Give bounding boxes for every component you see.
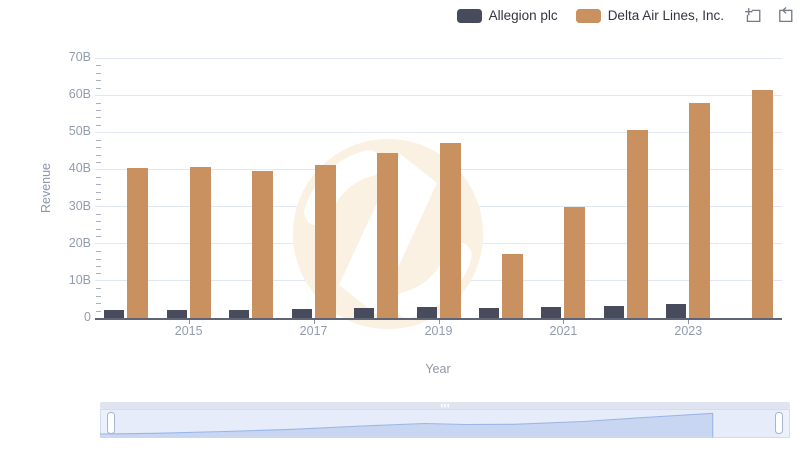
x-tick bbox=[313, 319, 315, 324]
delta-bar-2014[interactable] bbox=[127, 167, 149, 318]
datazoom-navigator[interactable] bbox=[99, 402, 790, 438]
y-minor-tick bbox=[96, 176, 101, 178]
y-minor-tick bbox=[96, 258, 101, 260]
navigator-selected-range[interactable] bbox=[110, 410, 780, 437]
x-axis-title: Year bbox=[425, 362, 451, 376]
x-tick-label: 2023 bbox=[674, 324, 703, 338]
navigator-grip-icon bbox=[441, 403, 449, 408]
allegion-bar-2023[interactable] bbox=[666, 304, 687, 318]
delta-bar-2024[interactable] bbox=[751, 89, 773, 318]
y-minor-tick bbox=[96, 288, 101, 290]
navigator-data-shadow-area bbox=[100, 413, 713, 438]
y-minor-tick bbox=[96, 191, 101, 193]
y-minor-tick bbox=[96, 221, 101, 223]
legend-item-delta[interactable]: Delta Air Lines, Inc. bbox=[575, 8, 724, 23]
delta-bar-2022[interactable] bbox=[626, 130, 648, 318]
allegion-bar-2018[interactable] bbox=[354, 307, 375, 318]
legend-label: Delta Air Lines, Inc. bbox=[607, 8, 724, 23]
y-minor-tick bbox=[96, 228, 101, 230]
y-minor-tick bbox=[96, 87, 101, 89]
toolbox bbox=[744, 6, 795, 25]
y-tick-label: 30B bbox=[68, 198, 91, 213]
box-zoom-icon[interactable] bbox=[744, 6, 763, 25]
x-tick bbox=[688, 319, 690, 324]
x-tick bbox=[188, 319, 190, 324]
y-minor-tick bbox=[96, 303, 101, 305]
y-minor-tick bbox=[96, 154, 101, 156]
navigator-left-handle[interactable] bbox=[107, 412, 115, 434]
y-gridline bbox=[95, 94, 782, 96]
y-minor-tick bbox=[96, 147, 101, 149]
y-minor-tick bbox=[96, 184, 101, 186]
y-minor-tick bbox=[96, 124, 101, 126]
x-tick-label: 2019 bbox=[424, 324, 453, 338]
x-tick bbox=[438, 319, 440, 324]
y-minor-tick bbox=[96, 110, 101, 111]
y-tick-label: 60B bbox=[68, 87, 91, 102]
allegion-bar-2019[interactable] bbox=[416, 307, 437, 318]
y-minor-tick bbox=[96, 72, 101, 74]
navigator-data-shadow-line bbox=[99, 412, 714, 438]
y-minor-tick bbox=[96, 273, 101, 275]
y-minor-tick bbox=[96, 266, 101, 267]
delta-bar-2023[interactable] bbox=[689, 102, 711, 318]
y-tick-label: 0 bbox=[84, 310, 91, 324]
allegion-bar-2015[interactable] bbox=[166, 310, 187, 318]
y-tick-label: 50B bbox=[68, 124, 91, 139]
legend-item-allegion[interactable]: Allegion plc bbox=[456, 8, 558, 23]
y-tick-label: 10B bbox=[68, 272, 91, 287]
delta-bar-2018[interactable] bbox=[377, 153, 399, 318]
y-axis-title: Revenue bbox=[39, 162, 53, 214]
y-minor-tick bbox=[96, 80, 101, 82]
legend-label: Allegion plc bbox=[488, 8, 558, 23]
x-axis-line bbox=[95, 318, 782, 320]
y-minor-tick bbox=[96, 65, 101, 67]
y-minor-tick bbox=[96, 295, 101, 297]
y-minor-tick bbox=[96, 117, 101, 119]
delta-bar-2017[interactable] bbox=[314, 164, 336, 318]
y-tick-label: 40B bbox=[68, 161, 91, 176]
allegion-bar-2020[interactable] bbox=[478, 307, 499, 318]
delta-bar-2021[interactable] bbox=[564, 206, 586, 318]
y-tick-label: 70B bbox=[68, 50, 91, 64]
allegion-bar-2022[interactable] bbox=[603, 305, 624, 318]
delta-bar-2016[interactable] bbox=[252, 170, 274, 318]
x-tick-label: 2015 bbox=[174, 324, 203, 338]
y-minor-tick bbox=[96, 162, 101, 163]
delta-bar-2020[interactable] bbox=[501, 254, 523, 318]
chart-header: Allegion plc Delta Air Lines, Inc. bbox=[456, 6, 795, 25]
delta-bar-2019[interactable] bbox=[439, 143, 461, 318]
y-minor-tick bbox=[96, 199, 101, 201]
allegion-bar-2017[interactable] bbox=[291, 309, 312, 318]
y-minor-tick bbox=[96, 139, 101, 141]
allegion-color-swatch bbox=[456, 8, 482, 23]
allegion-bar-2014[interactable] bbox=[104, 310, 125, 318]
x-tick-label: 2017 bbox=[299, 324, 328, 338]
y-minor-tick bbox=[96, 214, 101, 215]
y-minor-tick bbox=[96, 251, 101, 253]
x-tick-label: 2021 bbox=[549, 324, 578, 338]
y-tick-label: 20B bbox=[68, 235, 91, 250]
allegion-bar-2016[interactable] bbox=[229, 309, 250, 318]
delta-color-swatch bbox=[575, 8, 601, 23]
delta-bar-2015[interactable] bbox=[189, 166, 211, 318]
y-gridline bbox=[95, 131, 782, 133]
x-tick bbox=[563, 319, 565, 324]
y-minor-tick bbox=[96, 236, 101, 238]
navigator-right-handle[interactable] bbox=[775, 412, 783, 434]
y-minor-tick bbox=[96, 102, 101, 104]
y-minor-tick bbox=[96, 310, 101, 312]
y-gridline bbox=[95, 57, 782, 59]
allegion-bar-2021[interactable] bbox=[541, 307, 562, 318]
zoom-reset-icon[interactable] bbox=[776, 6, 795, 25]
